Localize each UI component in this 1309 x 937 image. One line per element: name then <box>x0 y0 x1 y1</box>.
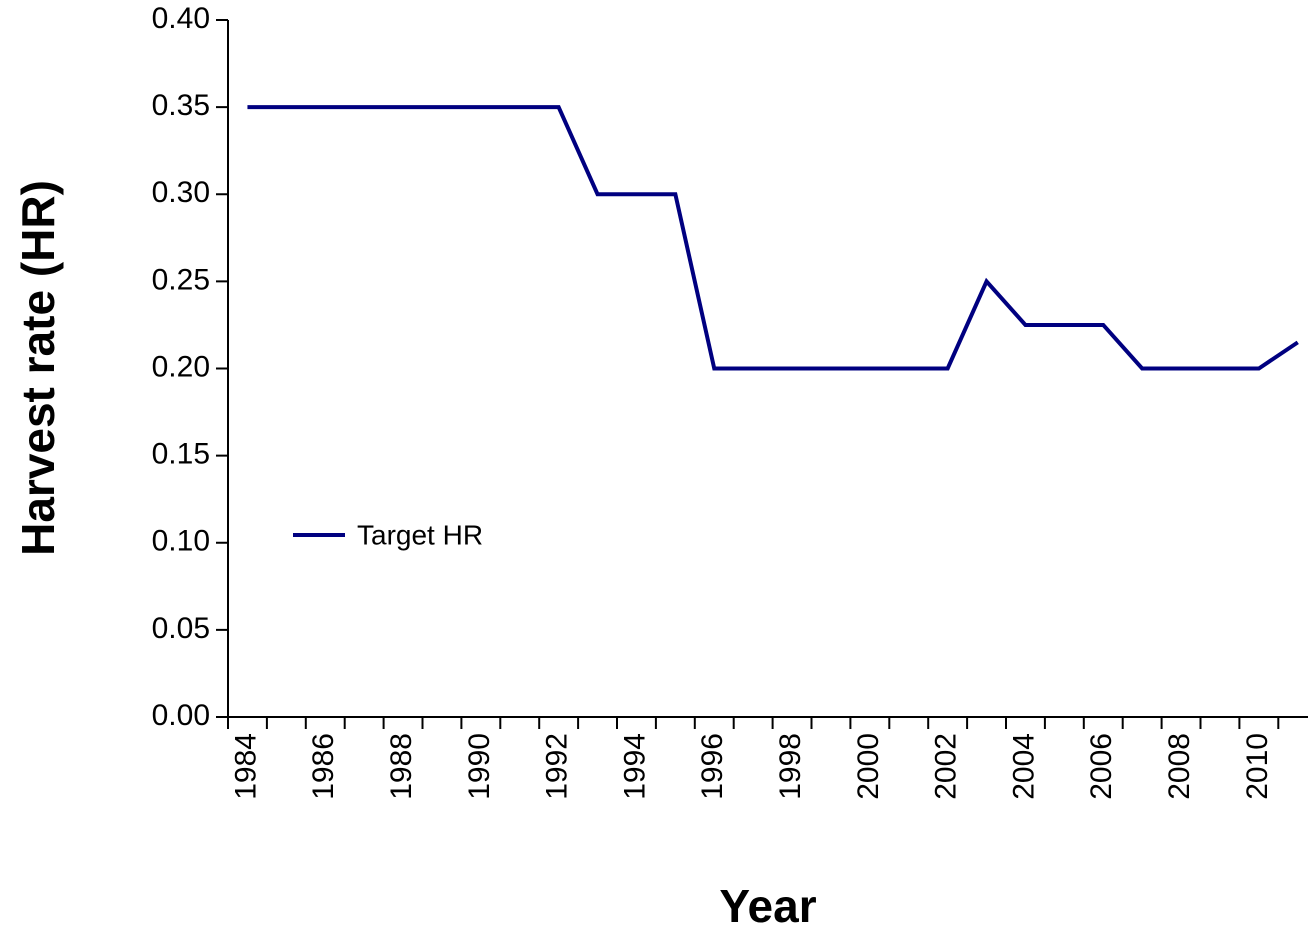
x-tick-label: 1994 <box>618 733 651 800</box>
x-tick-label: 2002 <box>930 733 963 800</box>
x-tick-label: 1986 <box>307 733 340 800</box>
x-tick-label: 2010 <box>1241 733 1274 800</box>
x-tick-label: 1990 <box>463 733 496 800</box>
y-tick-label: 0.10 <box>152 525 210 558</box>
y-tick-label: 0.40 <box>152 2 210 35</box>
y-tick-label: 0.00 <box>152 699 210 732</box>
y-tick-label: 0.35 <box>152 89 210 122</box>
x-tick-label: 1984 <box>229 733 262 800</box>
x-tick-label: 1988 <box>385 733 418 800</box>
x-tick-label: 1996 <box>696 733 729 800</box>
x-axis-title: Year <box>719 880 816 932</box>
x-tick-label: 2000 <box>852 733 885 800</box>
x-tick-label: 2006 <box>1085 733 1118 800</box>
x-tick-label: 1998 <box>774 733 807 800</box>
legend-label: Target HR <box>357 519 483 550</box>
y-tick-label: 0.15 <box>152 438 210 471</box>
y-tick-label: 0.20 <box>152 350 210 383</box>
y-axis-title: Harvest rate (HR) <box>12 180 64 556</box>
data-line <box>247 105 1299 371</box>
y-tick-label: 0.30 <box>152 176 210 209</box>
x-tick-label: 2004 <box>1007 733 1040 800</box>
y-tick-label: 0.25 <box>152 263 210 296</box>
y-tick-label: 0.05 <box>152 612 210 645</box>
x-tick-label: 2008 <box>1163 733 1196 800</box>
x-tick-label: 1992 <box>541 733 574 800</box>
